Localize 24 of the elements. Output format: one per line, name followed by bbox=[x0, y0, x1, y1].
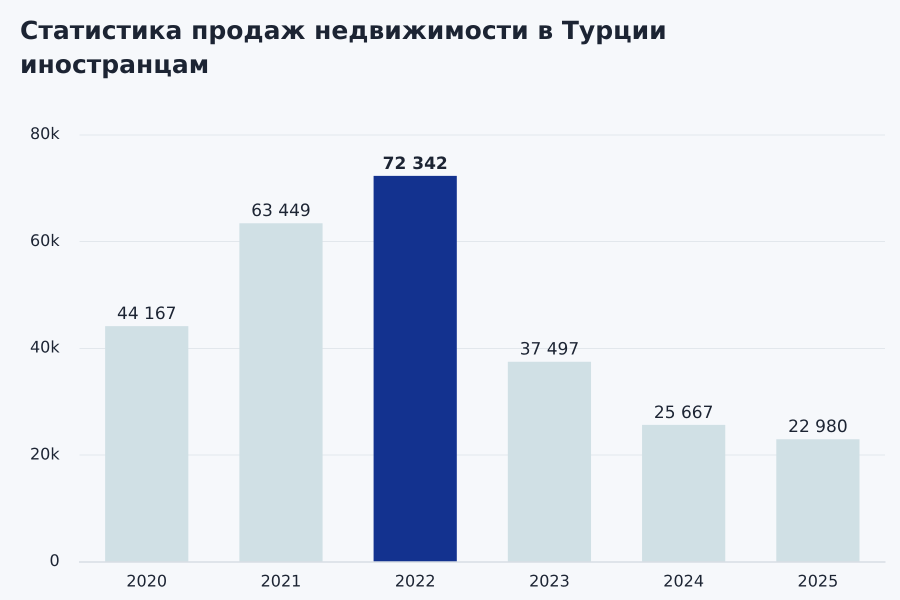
x-tick-label: 2022 bbox=[394, 572, 436, 591]
bar bbox=[105, 326, 188, 562]
y-tick-label: 60k bbox=[30, 230, 60, 250]
x-tick-label: 2023 bbox=[529, 572, 570, 591]
data-label: 63 449 bbox=[251, 201, 311, 222]
bar bbox=[776, 439, 860, 562]
data-label: 37 497 bbox=[520, 340, 580, 360]
x-tick-label: 2025 bbox=[798, 572, 838, 591]
y-tick-label: 20k bbox=[30, 444, 60, 464]
data-label: 44 167 bbox=[116, 304, 176, 324]
bar bbox=[508, 362, 592, 562]
chart-title: Статистика продаж недвижимости в Турции иностранцам bbox=[20, 15, 668, 81]
x-tick-label: 2020 bbox=[126, 572, 168, 591]
y-tick-label: 80k bbox=[30, 124, 60, 144]
bar bbox=[642, 424, 726, 562]
data-label: 25 667 bbox=[654, 402, 714, 423]
x-tick-label: 2024 bbox=[663, 572, 704, 591]
y-tick-label: 0 bbox=[49, 550, 60, 570]
data-label: 72 342 bbox=[382, 154, 448, 174]
bar bbox=[239, 223, 323, 562]
data-label: 22 980 bbox=[788, 417, 848, 438]
y-tick-label: 40k bbox=[30, 338, 60, 357]
x-tick-label: 2021 bbox=[260, 572, 302, 591]
bar bbox=[374, 176, 457, 562]
